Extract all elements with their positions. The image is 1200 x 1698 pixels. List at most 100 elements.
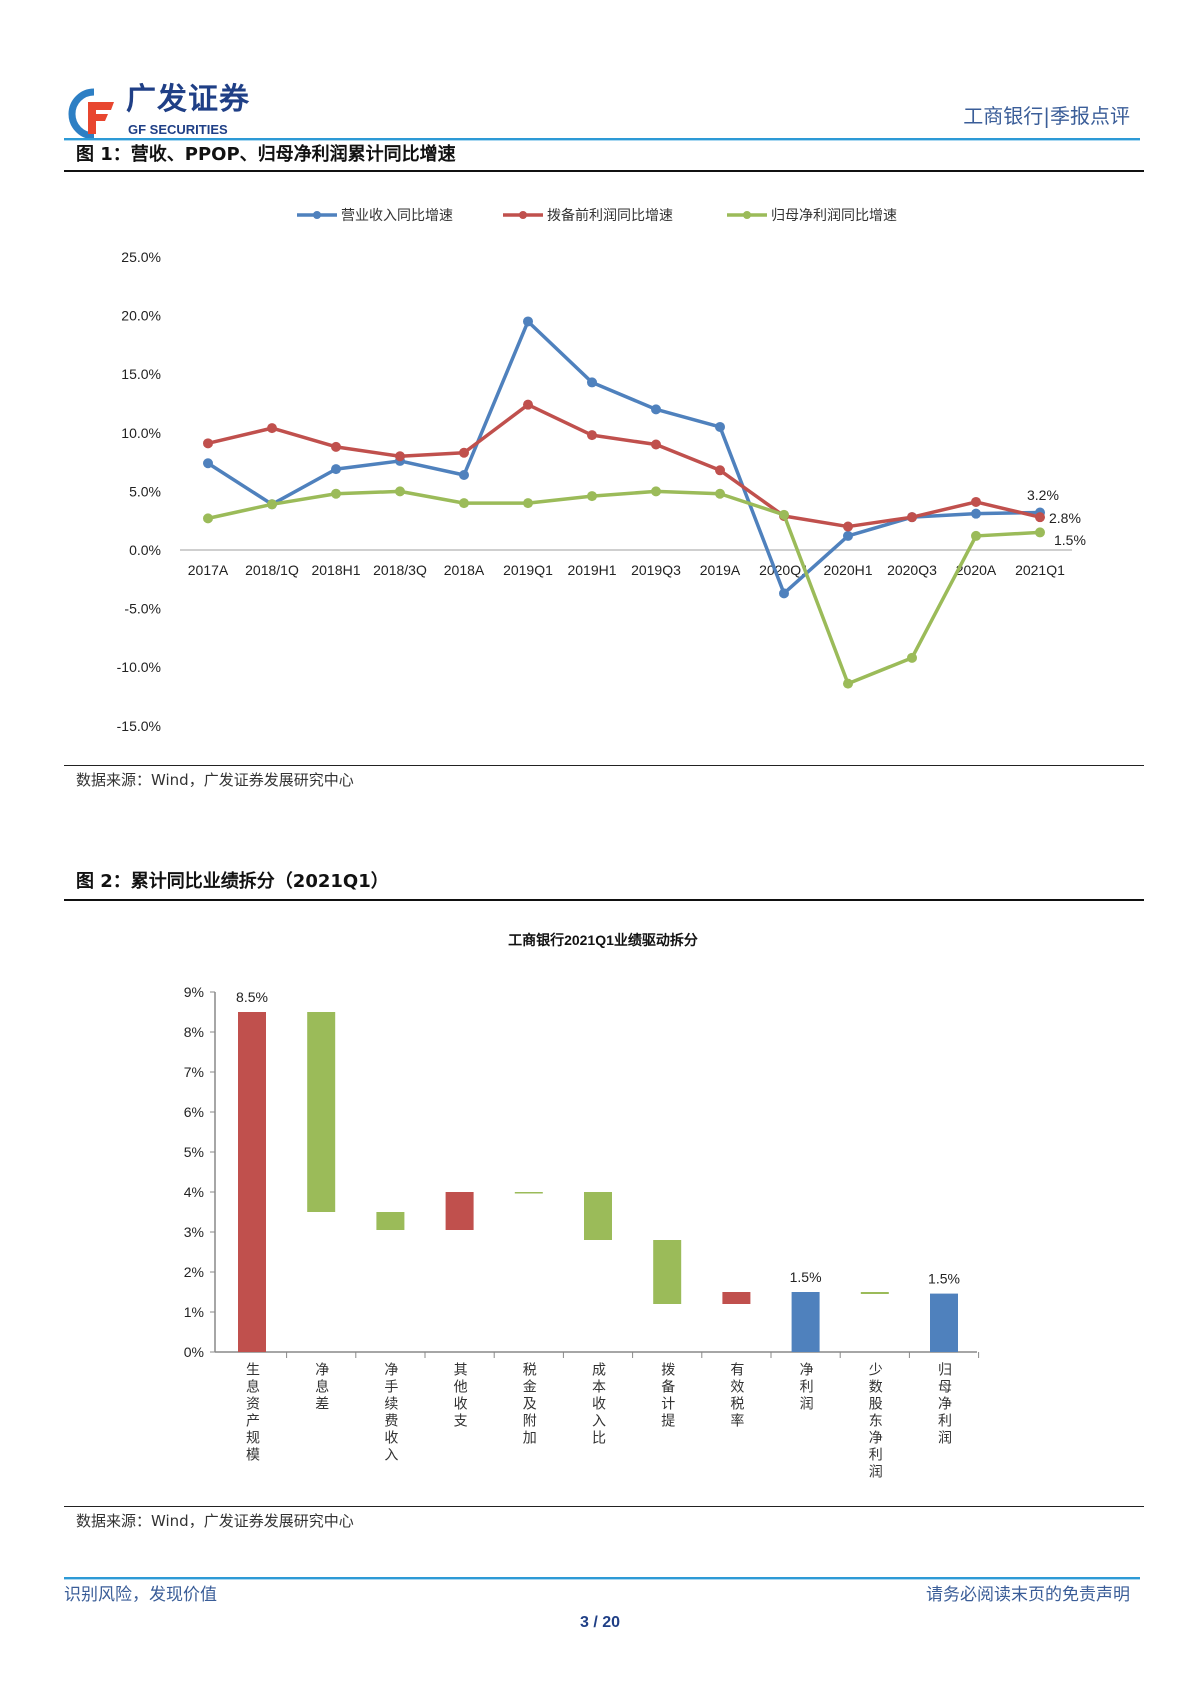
data-point [331, 488, 341, 499]
y-tick-label: 10.0% [121, 425, 161, 441]
x-category-label: 净手续费收入 [382, 1362, 399, 1464]
legend-label: 营业收入同比增速 [341, 207, 453, 223]
footer-disclaimer-link[interactable]: 请务必阅读末页的免责声明 [926, 1585, 1130, 1605]
data-point [523, 316, 533, 327]
y-tick-label: -10.0% [117, 659, 161, 675]
x-tick-label: 2017A [188, 562, 229, 578]
y-tick-label: 9% [184, 984, 204, 1000]
waterfall-bar [307, 1012, 336, 1212]
line-chart: 25.0% 20.0% 15.0% 10.0% 5.0% 0.0% -5.0% -10.0% -… [117, 207, 1086, 734]
y-tick-label: 6% [184, 1104, 204, 1120]
data-point [587, 491, 597, 502]
waterfall-bar [930, 1293, 958, 1352]
data-point [395, 486, 405, 497]
figure1-bottom-rule [64, 765, 1144, 766]
waterfall-chart: 工商银行2021Q1业绩驱动拆分 0% 1% 2% 3% 4% 5% 6% 7% 8% 9% 8.5%… [184, 932, 980, 1360]
x-category-label: 净息差 [313, 1362, 330, 1413]
legend-label: 拨备前利润同比增速 [547, 207, 673, 223]
data-point [971, 496, 981, 507]
bar-value-label: 1.5% [928, 1271, 960, 1287]
logo-text-en: GF SECURITIES [128, 122, 228, 137]
y-tick-label: 2% [184, 1264, 204, 1280]
series-line [207, 402, 1041, 529]
data-point [779, 509, 789, 520]
x-category-label: 其他收支 [451, 1362, 468, 1430]
data-point [587, 377, 597, 388]
data-point [971, 508, 981, 519]
bar-value-label: 8.5% [236, 989, 268, 1005]
data-point [971, 530, 981, 541]
legend-label: 归母净利润同比增速 [771, 207, 897, 223]
legend-marker [519, 211, 527, 219]
x-category-label: 成本收入比 [590, 1362, 606, 1447]
data-point [523, 498, 533, 509]
y-tick-label: 20.0% [121, 308, 161, 324]
data-point [843, 678, 853, 689]
x-tick-label: 2020Q3 [887, 562, 937, 578]
x-tick-label: 2020Q1 [759, 562, 809, 578]
data-point [203, 513, 213, 524]
x-tick-label: 2018A [444, 562, 485, 578]
x-category-label: 生息资产规模 [244, 1362, 260, 1464]
logo-text-cn: 广发证券 [126, 82, 250, 117]
data-point [651, 404, 661, 415]
footer-divider [64, 1577, 1140, 1580]
data-point [1035, 512, 1045, 523]
x-tick-label: 2020H1 [823, 562, 872, 578]
data-point [715, 421, 725, 432]
end-value-label: 3.2% [1027, 487, 1059, 503]
data-point [1035, 527, 1045, 538]
legend-marker [313, 211, 321, 219]
waterfall-bar [653, 1240, 682, 1304]
data-point [843, 521, 853, 532]
x-tick-label: 2020A [956, 562, 997, 578]
data-point [395, 451, 405, 462]
data-point [715, 488, 725, 499]
header-divider [64, 138, 1140, 141]
end-value-label: 2.8% [1049, 510, 1081, 526]
waterfall-bar [860, 1292, 889, 1294]
data-point [459, 447, 469, 458]
y-tick-label: 5% [184, 1144, 204, 1160]
data-point [203, 458, 213, 469]
data-point [331, 441, 341, 452]
waterfall-bar [722, 1292, 751, 1304]
series-line [207, 489, 1041, 686]
data-point [459, 498, 469, 509]
figure1-source: 数据来源：Wind，广发证券发展研究中心 [76, 771, 354, 789]
waterfall-bar [445, 1192, 474, 1230]
waterfall-bar [584, 1192, 612, 1240]
y-tick-label: 0.0% [129, 542, 161, 558]
waterfall-bar [376, 1212, 405, 1230]
y-tick-label: 5.0% [129, 483, 161, 499]
data-point [907, 512, 917, 523]
x-tick-label: 2019A [700, 562, 741, 578]
x-category-label: 净利润 [797, 1362, 814, 1413]
legend-marker [743, 211, 751, 219]
data-point [267, 423, 277, 434]
figure2-bottom-rule [64, 1506, 1144, 1507]
waterfall-bar [514, 1192, 543, 1194]
bar-value-label: 1.5% [790, 1269, 822, 1285]
data-point [587, 430, 597, 441]
report-tag: 工商银行|季报点评 [963, 104, 1130, 128]
figure2-source: 数据来源：Wind，广发证券发展研究中心 [76, 1512, 354, 1530]
figure2-top-rule [64, 899, 1144, 901]
data-point [651, 439, 661, 450]
waterfall-title: 工商银行2021Q1业绩驱动拆分 [508, 932, 698, 948]
y-tick-label: 3% [184, 1224, 204, 1240]
x-category-label: 少数股东净利润 [866, 1362, 883, 1481]
y-tick-label: 15.0% [121, 366, 161, 382]
y-tick-label: -15.0% [117, 718, 161, 734]
x-category-label: 有效税率 [728, 1362, 745, 1430]
y-tick-label: 8% [184, 1024, 204, 1040]
data-point [331, 464, 341, 475]
data-point [203, 438, 213, 449]
page-number: 3 / 20 [579, 1614, 621, 1631]
y-tick-label: 7% [184, 1064, 204, 1080]
data-point [523, 399, 533, 410]
y-tick-label: -5.0% [124, 601, 161, 617]
waterfall-bar [791, 1292, 820, 1352]
x-tick-label: 2021Q1 [1015, 562, 1065, 578]
x-category-label: 归母净利润 [936, 1362, 952, 1447]
